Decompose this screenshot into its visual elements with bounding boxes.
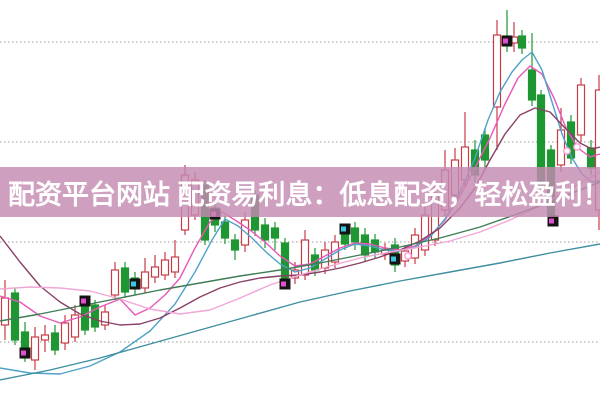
candle-body xyxy=(270,227,280,239)
candle-body xyxy=(100,311,110,326)
candle-body xyxy=(90,304,100,328)
candle-body xyxy=(120,267,130,293)
candle-body xyxy=(586,147,596,169)
candle-body xyxy=(60,322,70,344)
candle-body xyxy=(420,214,430,251)
signal-marker-dot xyxy=(549,218,554,224)
signal-marker-dot xyxy=(341,226,346,232)
candle-body xyxy=(10,292,20,341)
ring-marker xyxy=(573,143,581,151)
candle-body xyxy=(566,121,576,159)
ma-slow-blue xyxy=(0,243,600,381)
candle-body xyxy=(80,306,90,331)
candle-body xyxy=(492,34,502,108)
signal-marker-dot xyxy=(21,350,26,356)
ma-fast-cyan xyxy=(0,51,600,375)
candle-body xyxy=(40,334,50,341)
candle-body xyxy=(576,84,586,136)
candle-body xyxy=(230,239,240,251)
ad-banner[interactable]: 配资平台网站 配资易利息：低息配资，轻松盈利！ xyxy=(0,167,600,217)
candle-body xyxy=(290,269,300,279)
candle-body xyxy=(260,224,270,241)
ma-slow-lightpink xyxy=(0,171,600,315)
ring-marker xyxy=(563,147,571,155)
ad-banner-text: 配资平台网站 配资易利息：低息配资，轻松盈利！ xyxy=(8,179,600,210)
ma-mid-purple xyxy=(0,107,600,326)
candle-body xyxy=(380,248,390,255)
candle-body xyxy=(160,259,170,276)
candle-body xyxy=(30,336,40,361)
signal-marker-dot xyxy=(131,281,136,287)
candle-body xyxy=(556,129,566,166)
candle-body xyxy=(50,332,60,351)
ring-marker xyxy=(404,252,412,260)
signal-marker-dot xyxy=(391,256,396,262)
candle-body xyxy=(140,271,150,289)
candle-body xyxy=(517,35,527,49)
ma-mid-green xyxy=(0,181,600,322)
ma-fast-pink xyxy=(0,65,600,324)
candle-body xyxy=(110,269,120,296)
candle-body xyxy=(170,256,180,273)
candle-body xyxy=(350,227,360,243)
signal-marker-dot xyxy=(281,281,286,287)
candle-body xyxy=(527,69,537,101)
signal-marker-dot xyxy=(503,38,508,44)
candle-body xyxy=(150,266,160,278)
signal-marker-dot xyxy=(81,298,86,304)
candle-body xyxy=(300,239,310,276)
candle-body xyxy=(70,314,80,338)
candle-body xyxy=(220,221,230,239)
